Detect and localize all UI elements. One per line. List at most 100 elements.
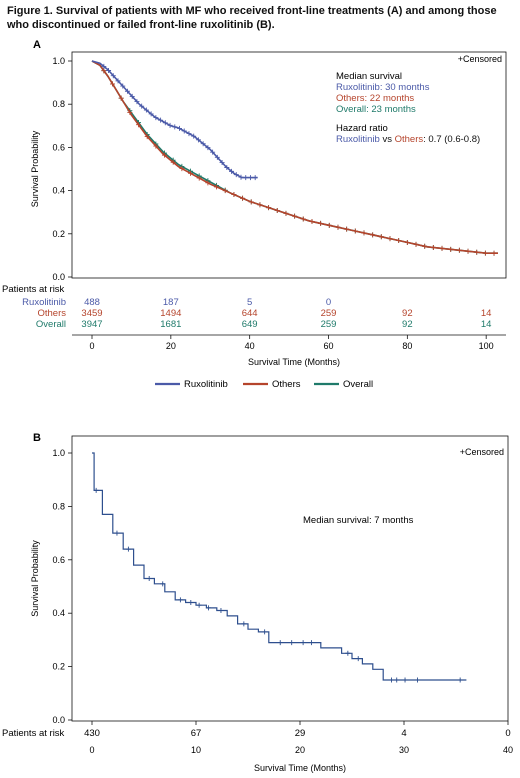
censor-mark-others [248,199,254,205]
censor-mark-others [127,109,133,115]
censor-mark-others [274,207,280,213]
panel-a-y-axis-label: Survival Probability [30,130,40,207]
figure-caption: Figure 1. Survival of patients with MF w… [7,5,497,31]
panel-a-xtick-label: 0 [89,341,94,351]
panel-b-at-risk-title: Patients at risk [2,728,65,739]
censor-mark [277,640,283,646]
panel-a-x-axis-label: Survival Time (Months) [248,357,340,367]
censor-mark-ruxolitinib [177,125,183,131]
panel-b-xtick-label: 30 [399,745,409,755]
censor-mark-ruxolitinib [214,154,220,160]
censor-mark-others [430,244,436,250]
at-risk-value: 3459 [81,308,102,319]
median-survival-title: Median survival [336,71,402,82]
censor-mark-others [300,216,306,222]
at-risk-value: 488 [84,297,100,308]
censor-mark-ruxolitinib [233,172,239,178]
panel-b-y-axis-label: Survival Probability [30,540,40,617]
censor-mark [218,608,224,614]
censor-mark-ruxolitinib [115,78,121,84]
at-risk-value: 14 [481,319,492,330]
at-risk-row-label: Ruxolitinib [22,297,66,308]
censor-mark-ruxolitinib [148,111,154,117]
panel-a-xtick-label: 60 [323,341,333,351]
at-risk-value: 1681 [160,319,181,330]
censor-mark-others [456,247,462,253]
panel-a-censored-label: +Censored [458,54,502,64]
panel-b-x-axis-label: Survival Time (Months) [254,763,346,773]
panel-a-label: A [33,39,41,51]
censor-mark [196,602,202,608]
censor-mark-others [179,166,185,172]
censor-mark-ruxolitinib [172,124,178,130]
censor-mark [394,677,400,683]
censor-mark [389,677,395,683]
censor-mark [415,677,421,683]
censor-mark-ruxolitinib [210,149,216,155]
censor-mark-ruxolitinib [101,63,107,69]
censor-mark-others [404,239,410,245]
panel-a: A +Censored 0.0 0.2 0.4 0.6 0.8 1.0 Survival Pro… [2,39,507,390]
censor-mark [308,640,314,646]
panel-a-ytick-label: 0.4 [52,186,65,196]
censor-mark-others [335,224,341,230]
censor-mark-others [491,250,497,256]
censor-mark-ruxolitinib [139,103,145,109]
censor-mark-others [214,184,220,190]
panel-b-at-risk-value: 67 [191,728,202,739]
at-risk-value: 649 [242,319,258,330]
panel-a-ytick-label: 0.2 [52,229,65,239]
censor-mark-ruxolitinib [153,115,159,121]
at-risk-title: Patients at risk [2,284,65,295]
censor-mark-others [413,241,419,247]
panel-b-ytick-label: 0.4 [52,608,65,618]
censor-mark [402,677,408,683]
censor-mark [146,575,152,581]
legend-label-overall: Overall [343,379,373,390]
censor-mark-others [257,202,263,208]
panel-b-censored-label: +Censored [460,447,504,457]
at-risk-value: 3947 [81,319,102,330]
censor-mark [355,656,361,662]
hazard-ratio-part: Others [395,134,424,145]
legend-label-others: Others [272,379,301,390]
censor-mark-others [326,222,332,228]
at-risk-value: 259 [321,308,337,319]
panel-b-at-risk-value: 4 [401,728,406,739]
median-overall: Overall: 23 months [336,104,416,115]
censor-mark-others [170,159,176,165]
censor-mark-others [240,195,246,201]
median-ruxolitinib: Ruxolitinib: 30 months [336,82,430,93]
censor-mark-others [136,122,142,128]
median-survival-b: Median survival: 7 months [303,515,414,526]
censor-mark-others [422,243,428,249]
censor-mark-others [448,246,454,252]
censor-mark-ruxolitinib [110,73,116,79]
panel-b-xtick-label: 40 [503,745,513,755]
censor-mark-ruxolitinib [106,68,112,74]
at-risk-row-label: Others [37,308,66,319]
at-risk-value: 5 [247,297,252,308]
censor-mark [93,487,99,493]
panel-b-ytick-label: 1.0 [52,448,65,458]
censor-mark-others [162,152,168,158]
censor-mark-ruxolitinib [247,175,253,181]
series-line-overall [91,60,498,254]
censor-mark-ruxolitinib [229,168,235,174]
legend-label-ruxolitinib: Ruxolitinib [184,379,228,390]
censor-mark-ruxolitinib [205,145,211,151]
at-risk-area [72,290,506,335]
censor-mark-ruxolitinib [167,122,173,128]
panel-b-ytick-label: 0.8 [52,501,65,511]
censor-mark-others [474,249,480,255]
censor-mark-ruxolitinib [238,174,244,180]
censor-mark-ruxolitinib [200,141,206,147]
panel-b-plot-frame [71,435,509,722]
censor-mark [241,621,247,627]
censor-mark [125,546,131,552]
panel-b-xtick-label: 10 [191,745,201,755]
censor-mark-ruxolitinib [134,99,140,105]
at-risk-value: 0 [326,297,331,308]
censor-mark-others [378,234,384,240]
censor-mark-others [465,248,471,254]
